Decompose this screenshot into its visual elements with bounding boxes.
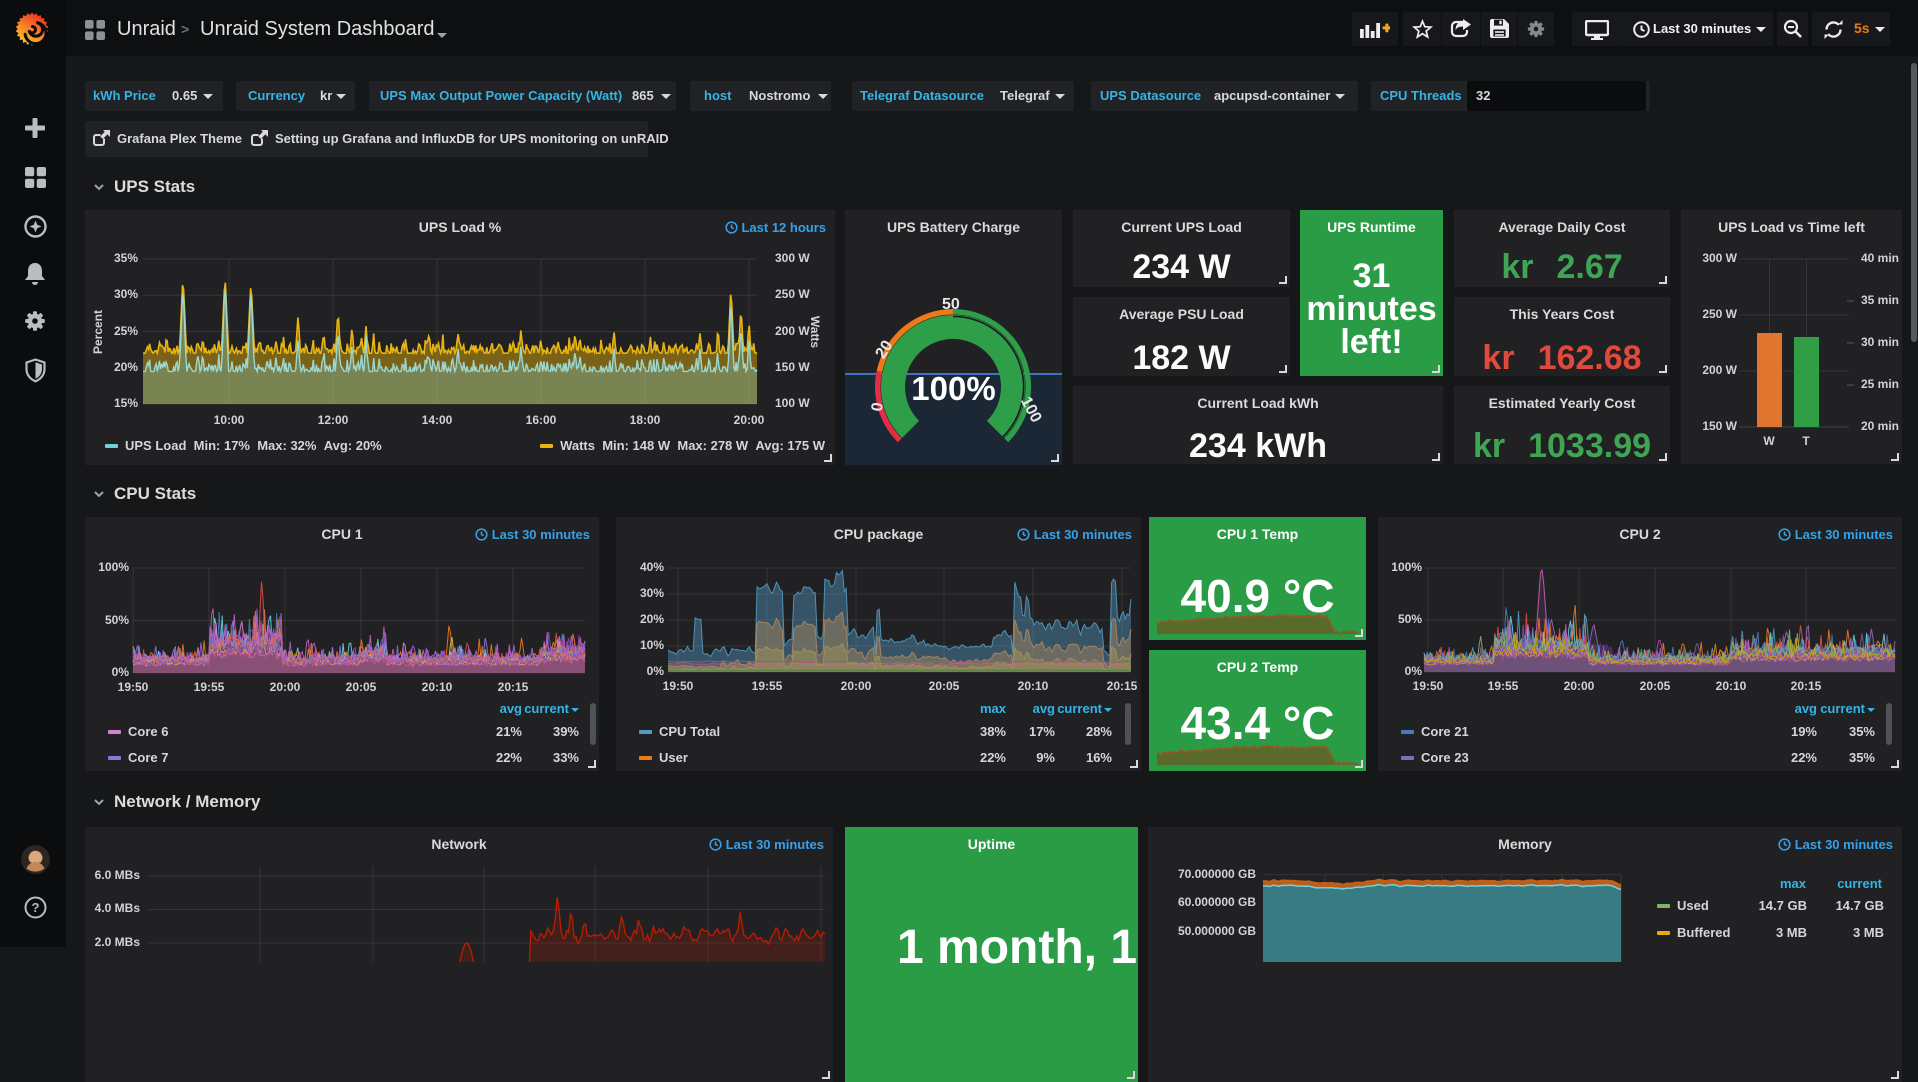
svg-text:?: ? [32,900,40,915]
